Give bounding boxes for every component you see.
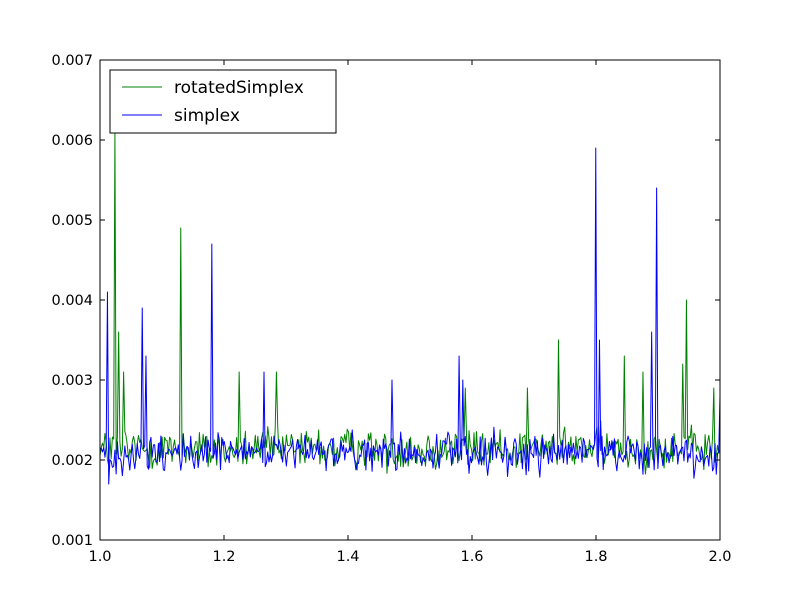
y-tick-label: 0.006 <box>51 133 93 149</box>
y-tick-label: 0.007 <box>51 53 93 69</box>
y-tick-label: 0.003 <box>51 373 93 389</box>
x-tick-label: 1.8 <box>584 549 607 565</box>
x-tick-label: 1.2 <box>212 549 235 565</box>
legend-label-simplex: simplex <box>174 106 240 126</box>
series-layer <box>100 131 720 485</box>
y-tick-label: 0.004 <box>51 293 93 309</box>
legend-label-rotatedSimplex: rotatedSimplex <box>174 78 304 98</box>
x-tick-label: 2.0 <box>708 549 731 565</box>
series-line-simplex <box>100 147 720 485</box>
x-tick-label: 1.4 <box>336 549 359 565</box>
legend: rotatedSimplex simplex <box>109 69 337 134</box>
y-tick-label: 0.001 <box>51 533 93 549</box>
legend-box <box>109 69 337 134</box>
y-tick-label: 0.002 <box>51 453 93 469</box>
x-tick-label: 1.0 <box>88 549 111 565</box>
axis-ticks: 1.0 1.2 1.4 1.6 1.8 2.0 0.001 0.002 0.003 0.004 0.… <box>51 53 731 565</box>
y-tick-label: 0.005 <box>51 213 93 229</box>
x-tick-label: 1.6 <box>460 549 483 565</box>
